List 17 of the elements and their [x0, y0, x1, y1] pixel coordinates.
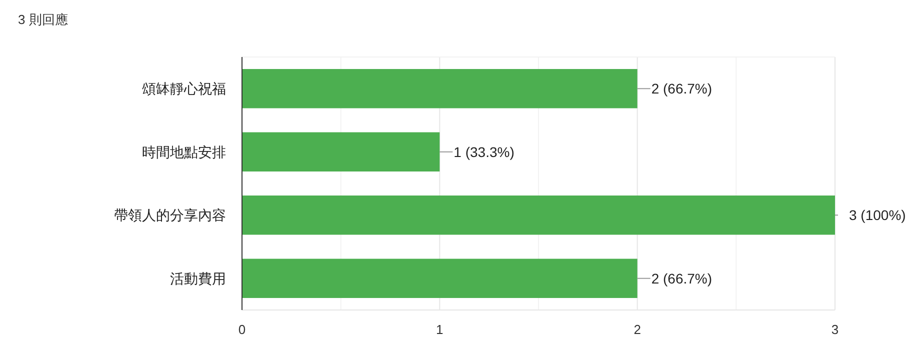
bar — [242, 196, 835, 235]
y-tick-label: 活動費用 — [170, 270, 226, 286]
bar — [242, 258, 638, 298]
y-tick-label: 帶領人的分享內容 — [114, 207, 226, 224]
y-tick-label: 時間地點安排 — [142, 144, 226, 160]
data-label: 2 (66.7%) — [651, 270, 712, 286]
x-tick-label: 3 — [831, 322, 839, 337]
y-tick-label: 頌缽靜心祝福 — [142, 80, 226, 97]
bar — [242, 69, 638, 108]
data-label: 3 (100%) — [849, 207, 906, 224]
bar — [242, 132, 440, 172]
data-label: 1 (33.3%) — [454, 144, 514, 160]
x-tick-label: 1 — [436, 322, 444, 337]
text: 3 則回應 — [18, 12, 68, 27]
x-tick-label: 2 — [634, 322, 641, 337]
x-tick-label: 0 — [238, 322, 246, 337]
data-label: 2 (66.7%) — [651, 80, 712, 97]
